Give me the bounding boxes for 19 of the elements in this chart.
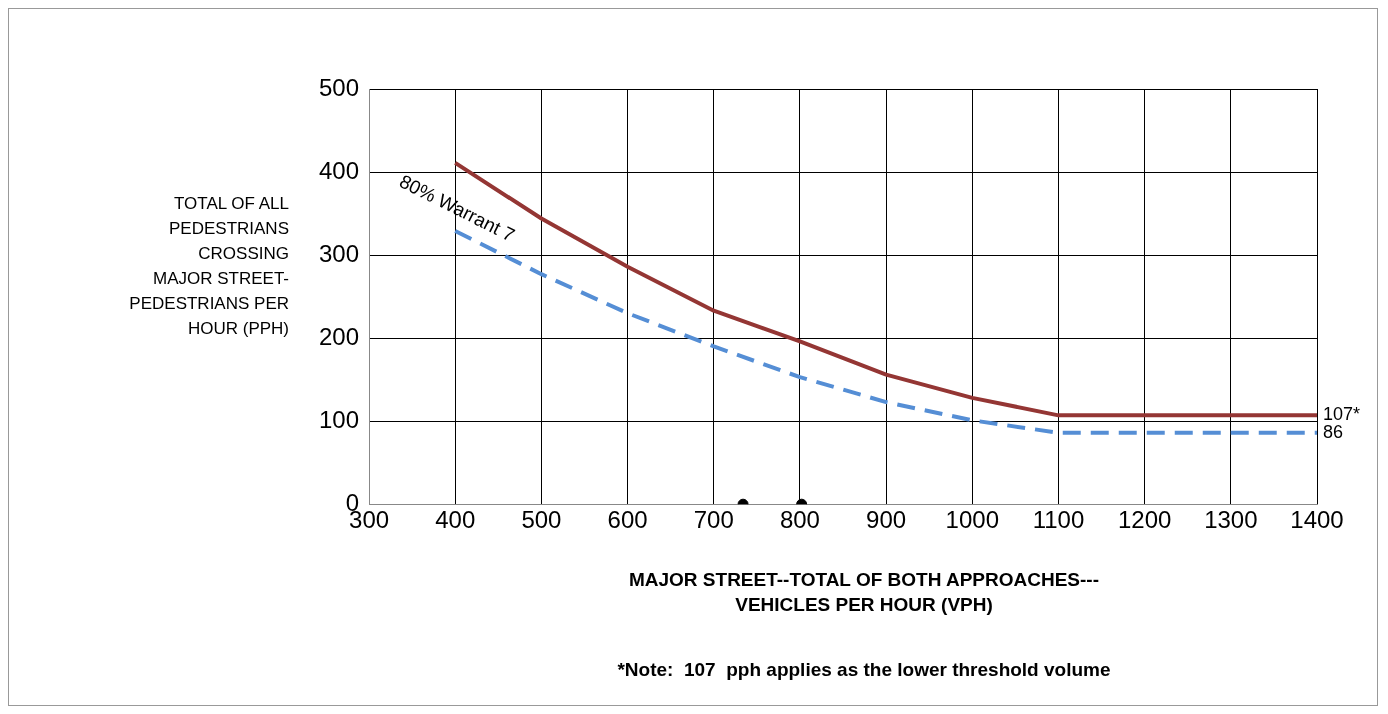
y-tick-label: 200	[319, 322, 360, 350]
x-tick-label: 1300	[1204, 506, 1258, 534]
x-tick-label: 700	[693, 506, 734, 534]
x-tick-label: 1000	[945, 506, 999, 534]
text: *Note: 107 pph applies as the lower threshold volume	[616, 659, 1112, 681]
x-tick-label: 500	[521, 506, 562, 534]
y-axis-title: TOTAL OF ALL PEDESTRIANS CROSSING MAJOR STREET- PEDESTRIANS PER HOUR (PPH)	[128, 193, 289, 340]
y-tick-label: 100	[319, 405, 360, 433]
x-tick-label: 1100	[1032, 506, 1085, 534]
y-tick-label: 500	[319, 73, 360, 101]
x-tick-label: 800	[779, 506, 820, 534]
x-tick-label: 1200	[1117, 506, 1172, 534]
x-tick-label: 900	[866, 506, 907, 534]
y-tick-label: 300	[319, 239, 360, 267]
x-axis-title: MAJOR STREET--TOTAL OF BOTH APPROACHES--- VEHICLES PER HOUR (VPH)	[627, 568, 1101, 617]
x-tick-label: 1400	[1290, 506, 1344, 534]
x-tick-label: 600	[607, 506, 648, 534]
x-tick-label: 400	[435, 506, 476, 534]
y-tick-label: 400	[319, 156, 360, 184]
